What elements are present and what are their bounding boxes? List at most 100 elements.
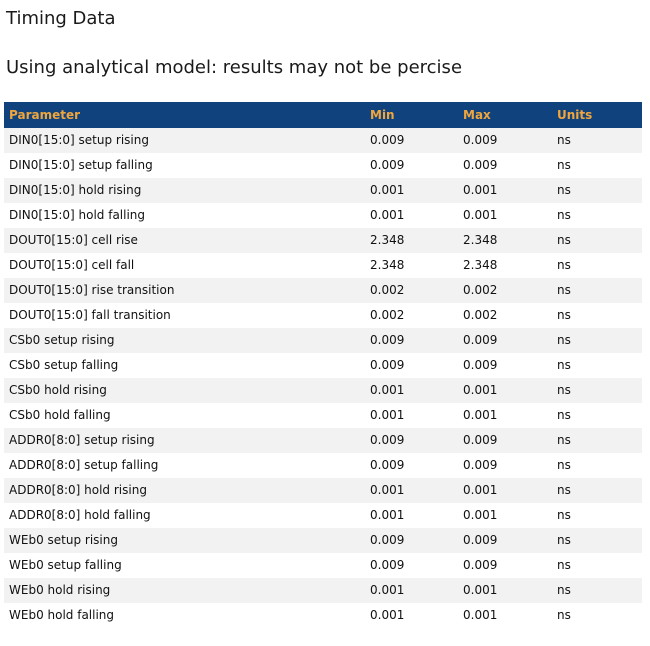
- cell-units: ns: [557, 483, 571, 497]
- cell-parameter: WEb0 hold falling: [9, 608, 115, 622]
- cell-max: 0.001: [463, 208, 498, 222]
- column-header-parameter: Parameter: [4, 102, 370, 128]
- table-row: ADDR0[8:0] hold falling 0.001 0.001 ns: [4, 503, 642, 528]
- cell-min: 2.348: [370, 233, 405, 247]
- table-row: WEb0 hold falling 0.001 0.001 ns: [4, 603, 642, 628]
- cell-parameter: DIN0[15:0] hold falling: [9, 208, 146, 222]
- cell-max: 2.348: [463, 258, 498, 272]
- table-row: DOUT0[15:0] fall transition 0.002 0.002 ns: [4, 303, 642, 328]
- table-row: ADDR0[8:0] setup falling 0.009 0.009 ns: [4, 453, 642, 478]
- cell-min: 0.001: [370, 408, 405, 422]
- cell-units: ns: [557, 408, 571, 422]
- cell-units: ns: [557, 358, 571, 372]
- table-row: DOUT0[15:0] rise transition 0.002 0.002 ns: [4, 278, 642, 303]
- cell-parameter: DOUT0[15:0] rise transition: [9, 283, 175, 297]
- cell-units: ns: [557, 458, 571, 472]
- cell-max: 0.009: [463, 358, 498, 372]
- cell-units: ns: [557, 583, 571, 597]
- cell-max: 0.001: [463, 383, 498, 397]
- cell-min: 0.009: [370, 333, 405, 347]
- cell-parameter: ADDR0[8:0] hold falling: [9, 508, 151, 522]
- cell-units: ns: [557, 158, 571, 172]
- cell-parameter: ADDR0[8:0] setup falling: [9, 458, 159, 472]
- cell-min: 0.001: [370, 483, 405, 497]
- page-title: Timing Data: [6, 8, 116, 29]
- cell-min: 0.001: [370, 383, 405, 397]
- cell-max: 0.009: [463, 558, 498, 572]
- table-row: WEb0 setup rising 0.009 0.009 ns: [4, 528, 642, 553]
- cell-parameter: ADDR0[8:0] hold rising: [9, 483, 147, 497]
- cell-parameter: DIN0[15:0] setup rising: [9, 133, 149, 147]
- cell-parameter: CSb0 setup falling: [9, 358, 119, 372]
- table-row: CSb0 setup falling 0.009 0.009 ns: [4, 353, 642, 378]
- cell-max: 0.009: [463, 458, 498, 472]
- cell-units: ns: [557, 183, 571, 197]
- table-row: DIN0[15:0] setup rising 0.009 0.009 ns: [4, 128, 642, 153]
- table-header: Parameter Min Max Units: [4, 102, 642, 128]
- cell-max: 0.001: [463, 408, 498, 422]
- cell-max: 0.001: [463, 483, 498, 497]
- cell-units: ns: [557, 608, 571, 622]
- cell-units: ns: [557, 308, 571, 322]
- table-row: CSb0 hold falling 0.001 0.001 ns: [4, 403, 642, 428]
- cell-min: 0.001: [370, 508, 405, 522]
- cell-units: ns: [557, 533, 571, 547]
- cell-parameter: DIN0[15:0] setup falling: [9, 158, 153, 172]
- column-header-min: Min: [370, 102, 463, 128]
- cell-max: 0.009: [463, 133, 498, 147]
- table-row: DIN0[15:0] hold rising 0.001 0.001 ns: [4, 178, 642, 203]
- cell-max: 0.002: [463, 308, 498, 322]
- cell-units: ns: [557, 283, 571, 297]
- cell-min: 0.009: [370, 558, 405, 572]
- cell-parameter: CSb0 setup rising: [9, 333, 115, 347]
- cell-min: 0.001: [370, 583, 405, 597]
- table-row: ADDR0[8:0] setup rising 0.009 0.009 ns: [4, 428, 642, 453]
- cell-parameter: WEb0 setup rising: [9, 533, 118, 547]
- cell-max: 0.001: [463, 183, 498, 197]
- cell-min: 0.002: [370, 283, 405, 297]
- cell-units: ns: [557, 233, 571, 247]
- cell-units: ns: [557, 383, 571, 397]
- cell-min: 0.001: [370, 608, 405, 622]
- cell-min: 0.009: [370, 533, 405, 547]
- cell-min: 0.001: [370, 208, 405, 222]
- cell-units: ns: [557, 558, 571, 572]
- cell-parameter: DIN0[15:0] hold rising: [9, 183, 142, 197]
- cell-parameter: WEb0 hold rising: [9, 583, 111, 597]
- cell-min: 0.009: [370, 433, 405, 447]
- column-header-units: Units: [557, 102, 642, 128]
- cell-min: 2.348: [370, 258, 405, 272]
- table-row: DIN0[15:0] setup falling 0.009 0.009 ns: [4, 153, 642, 178]
- cell-units: ns: [557, 258, 571, 272]
- table-row: ADDR0[8:0] hold rising 0.001 0.001 ns: [4, 478, 642, 503]
- cell-units: ns: [557, 133, 571, 147]
- cell-max: 0.001: [463, 608, 498, 622]
- cell-min: 0.009: [370, 133, 405, 147]
- table-row: WEb0 hold rising 0.001 0.001 ns: [4, 578, 642, 603]
- cell-units: ns: [557, 208, 571, 222]
- cell-min: 0.009: [370, 458, 405, 472]
- cell-units: ns: [557, 508, 571, 522]
- cell-parameter: DOUT0[15:0] cell rise: [9, 233, 138, 247]
- table-row: CSb0 setup rising 0.009 0.009 ns: [4, 328, 642, 353]
- cell-parameter: CSb0 hold rising: [9, 383, 107, 397]
- cell-max: 0.001: [463, 583, 498, 597]
- cell-units: ns: [557, 433, 571, 447]
- cell-parameter: CSb0 hold falling: [9, 408, 111, 422]
- table-row: DOUT0[15:0] cell rise 2.348 2.348 ns: [4, 228, 642, 253]
- cell-max: 0.009: [463, 433, 498, 447]
- cell-min: 0.009: [370, 358, 405, 372]
- cell-parameter: DOUT0[15:0] fall transition: [9, 308, 171, 322]
- table-row: CSb0 hold rising 0.001 0.001 ns: [4, 378, 642, 403]
- cell-max: 0.009: [463, 333, 498, 347]
- cell-max: 0.009: [463, 158, 498, 172]
- cell-parameter: DOUT0[15:0] cell fall: [9, 258, 135, 272]
- table-row: DOUT0[15:0] cell fall 2.348 2.348 ns: [4, 253, 642, 278]
- column-header-max: Max: [463, 102, 557, 128]
- cell-min: 0.009: [370, 158, 405, 172]
- cell-max: 0.001: [463, 508, 498, 522]
- cell-parameter: ADDR0[8:0] setup rising: [9, 433, 155, 447]
- table-header-row: Parameter Min Max Units: [4, 102, 642, 128]
- cell-min: 0.002: [370, 308, 405, 322]
- cell-max: 0.009: [463, 533, 498, 547]
